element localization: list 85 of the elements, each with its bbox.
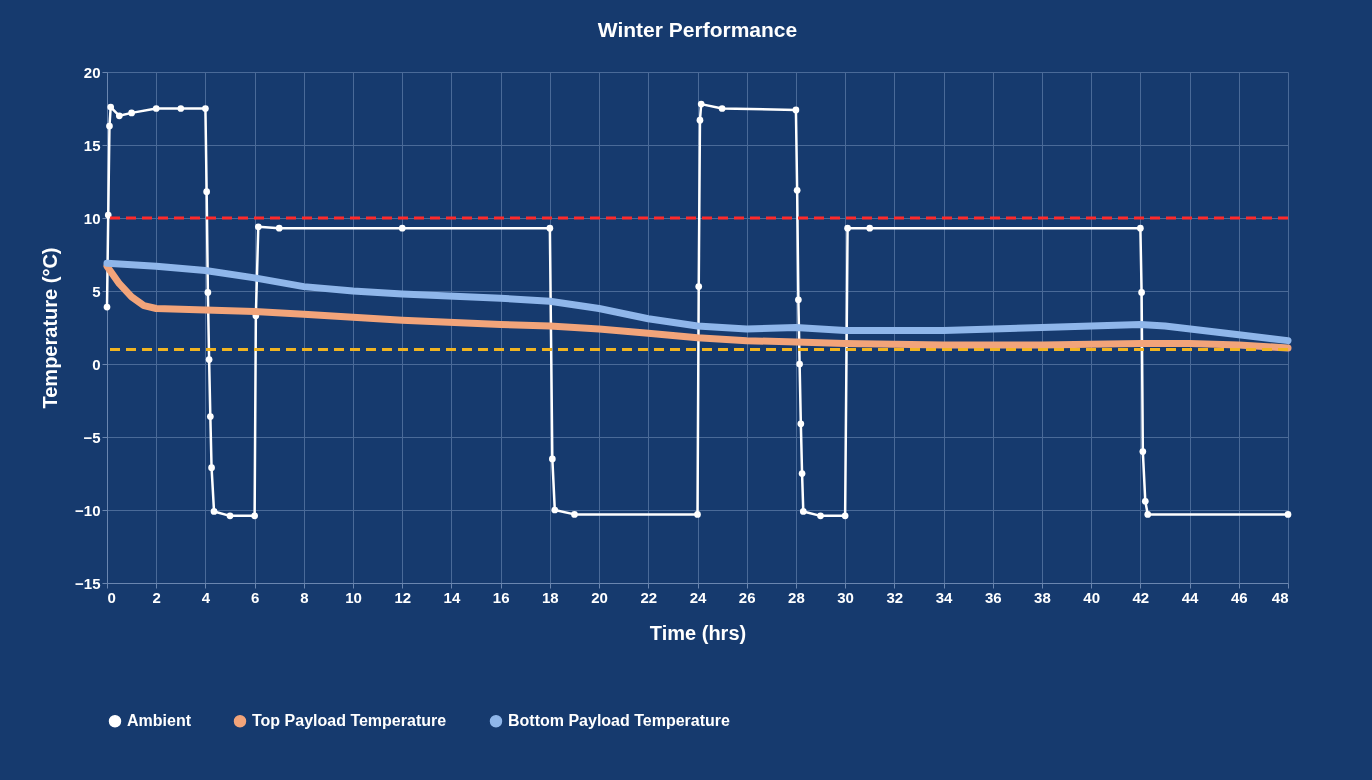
point <box>398 224 406 232</box>
point <box>718 105 726 112</box>
point <box>106 122 113 130</box>
point <box>792 106 800 114</box>
point <box>571 511 578 518</box>
y-tick-label: 10 <box>83 209 101 227</box>
x-axis-title: Time (hrs) <box>649 621 747 644</box>
x-tick-label: 22 <box>640 588 658 606</box>
y-tick-label: 5 <box>92 282 101 300</box>
legend-label: Ambient <box>127 712 192 730</box>
point <box>797 420 805 428</box>
x-tick-label: 26 <box>738 588 756 606</box>
point <box>251 512 258 520</box>
x-tick-label: 10 <box>345 588 362 606</box>
point <box>103 303 111 311</box>
point <box>1284 511 1292 518</box>
point <box>866 224 874 232</box>
x-tick-label: 40 <box>1083 588 1101 606</box>
x-tick-label: 0 <box>107 588 116 606</box>
point <box>275 224 283 232</box>
point <box>104 211 112 219</box>
point <box>799 508 807 515</box>
x-tick-label: 12 <box>394 588 412 606</box>
point <box>1144 511 1152 518</box>
y-tick-label: 0 <box>92 355 101 373</box>
point <box>203 188 210 196</box>
y-tick-label: 20 <box>83 63 101 81</box>
x-tick-label: 18 <box>542 588 559 606</box>
point <box>128 109 135 117</box>
point <box>694 511 701 518</box>
point <box>177 105 185 112</box>
x-tick-label: 44 <box>1181 588 1200 606</box>
point <box>796 360 803 368</box>
point <box>115 112 123 120</box>
chart-title: Winter Performance <box>597 18 798 41</box>
point <box>1139 448 1147 455</box>
y-tick-label: 15 <box>83 136 101 154</box>
x-tick-label: 16 <box>492 588 510 606</box>
y-axis-title: Temperature (°C) <box>39 247 62 409</box>
point <box>226 512 234 520</box>
x-tick-label: 30 <box>837 588 854 606</box>
x-tick-label: 34 <box>935 588 954 606</box>
point <box>696 116 704 124</box>
y-tick-label: −10 <box>75 501 101 519</box>
point <box>546 224 554 232</box>
point <box>844 224 851 232</box>
x-tick-label: 28 <box>788 588 805 606</box>
x-tick-label: 36 <box>984 588 1002 606</box>
point <box>795 296 802 304</box>
point <box>1137 224 1144 232</box>
point <box>798 470 806 477</box>
y-tick-label: −15 <box>75 574 101 592</box>
x-tick-label: 48 <box>1271 588 1289 606</box>
legend-label: Top Payload Temperature <box>252 712 447 730</box>
x-tick-label: 20 <box>591 588 608 606</box>
y-tick-label: −5 <box>83 428 101 446</box>
point <box>1141 497 1149 505</box>
x-tick-label: 38 <box>1034 588 1051 606</box>
point <box>793 186 801 194</box>
point <box>841 512 849 520</box>
x-tick-label: 24 <box>689 588 707 606</box>
point <box>817 512 824 520</box>
point <box>204 289 212 296</box>
point <box>208 464 215 472</box>
x-tick-label: 6 <box>250 588 260 606</box>
point <box>548 455 556 463</box>
x-tick-label: 4 <box>201 588 211 606</box>
point <box>1138 289 1145 296</box>
x-tick-label: 46 <box>1230 588 1248 606</box>
point <box>206 413 214 420</box>
point <box>697 100 705 108</box>
point <box>107 103 115 111</box>
x-tick-label: 2 <box>152 588 161 606</box>
point <box>205 356 213 363</box>
x-tick-label: 42 <box>1132 588 1150 606</box>
point <box>202 105 209 112</box>
point <box>210 508 218 515</box>
point <box>695 283 703 290</box>
legend-label: Bottom Payload Temperature <box>508 712 731 730</box>
x-tick-label: 14 <box>443 588 461 606</box>
point <box>152 105 160 112</box>
point <box>254 223 262 231</box>
x-tick-label: 8 <box>300 588 309 606</box>
point <box>551 506 559 514</box>
x-tick-label: 32 <box>886 588 904 606</box>
